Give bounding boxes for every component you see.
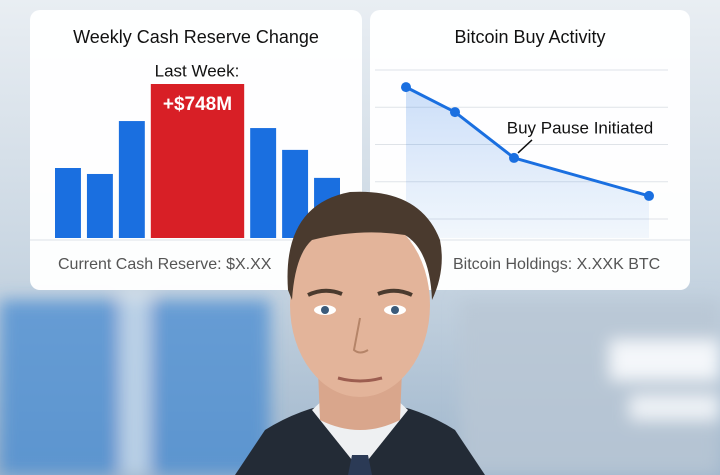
data-label: +$748M — [163, 94, 232, 115]
footer-text: Bitcoin Holdings: X.XXK BTC — [453, 256, 660, 273]
nose — [352, 317, 369, 354]
point — [644, 190, 654, 201]
brow — [307, 288, 343, 297]
bar — [150, 84, 245, 238]
bar — [86, 173, 113, 238]
left-card: Weekly Cash Reserve Change Last Week: Cu… — [30, 10, 362, 290]
tie — [348, 455, 372, 475]
bar — [250, 128, 277, 238]
footer-text: Current Cash Reserve: $X.XX — [58, 256, 272, 273]
annotation: Buy Pause Initiated — [507, 118, 653, 137]
brow — [377, 288, 413, 297]
iris — [391, 306, 399, 314]
mouth — [337, 376, 383, 383]
bar — [55, 168, 81, 238]
plot: Buy Pause Initiated — [375, 69, 668, 238]
annotation: Last Week: — [155, 61, 240, 80]
point — [509, 152, 519, 163]
point — [450, 107, 460, 118]
iris — [321, 306, 329, 314]
office-blur — [0, 290, 720, 475]
hair — [287, 191, 442, 300]
line — [405, 85, 650, 198]
point — [401, 82, 411, 93]
chart-title: Weekly Cash Reserve Change — [73, 27, 319, 47]
annotation-pointer — [517, 139, 533, 154]
face — [290, 213, 430, 397]
chart-title: Bitcoin Buy Activity — [454, 27, 605, 47]
right-card: Bitcoin Buy Activity Bitcoin Holdings: X… — [370, 10, 690, 290]
bar — [118, 121, 145, 238]
